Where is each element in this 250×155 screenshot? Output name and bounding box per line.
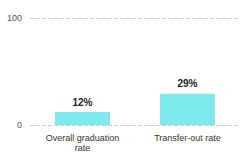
svg-text:Overall graduation: Overall graduation — [46, 133, 120, 143]
svg-text:rate: rate — [75, 143, 91, 153]
svg-text:0: 0 — [17, 120, 22, 130]
svg-text:100: 100 — [7, 13, 22, 23]
svg-text:12%: 12% — [72, 97, 92, 108]
svg-text:29%: 29% — [177, 78, 197, 89]
svg-text:Transfer-out rate: Transfer-out rate — [154, 133, 221, 143]
